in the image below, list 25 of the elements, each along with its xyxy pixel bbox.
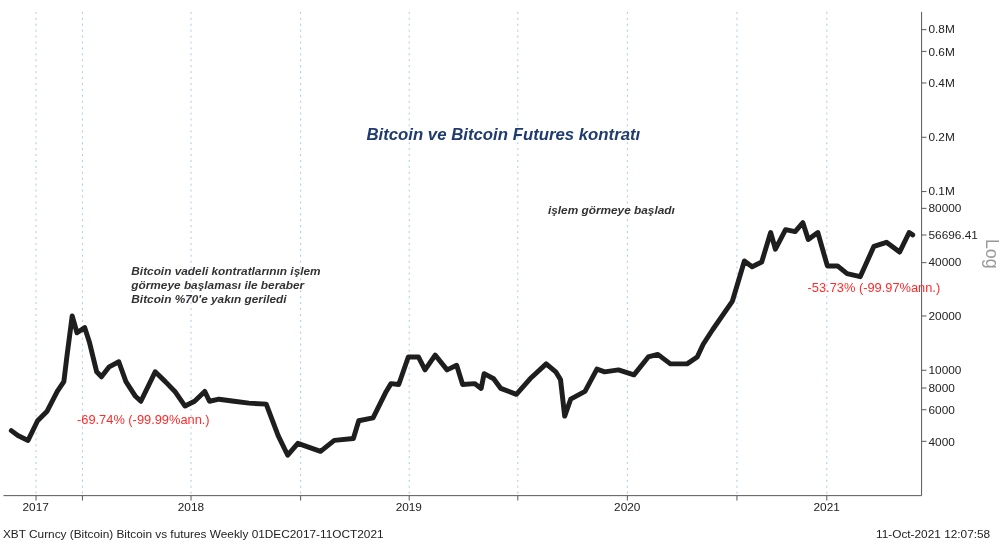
text: XBT Curncy (Bitcoin) Bitcoin vs futures Weekly 01DEC2017-11OCT2021 [2,526,384,541]
y-tick-label: 8000 [928,380,956,395]
y-tick-label: 0.1M [928,184,955,199]
text: 11-Oct-2021 12:07:58 [875,526,991,541]
annotation: Bitcoin vadeli kontratlarının işlem görmeye başlaması ile beraber Bitcoin %70'e yakın geriledi [130,263,322,306]
y-tick-label: 20000 [928,309,962,324]
annotation: -69.74% (-99.99%ann.) [77,412,210,428]
y-tick-label: 0.4M [928,76,955,91]
y-tick-label: 40000 [928,255,962,270]
y-tick-label: 6000 [928,403,956,418]
y-tick-label: 0.6M [928,44,955,59]
y-axis-title: Log [981,238,1002,269]
annotation: işlem görmeye başladı [547,202,676,217]
y-tick-label: 56696.41 [928,228,978,243]
x-tick-label: 2017 [22,500,49,515]
y-tick-label: 10000 [928,363,962,378]
y-tick-label: 80000 [928,201,962,216]
x-tick-label: 2020 [614,500,641,515]
y-tick-label: 0.2M [928,130,955,145]
text: Bitcoin ve Bitcoin Futures kontratı [366,124,641,144]
y-tick-label: 4000 [928,434,956,449]
y-tick-label: 0.8M [928,22,955,37]
x-tick-label: 2019 [395,500,423,515]
x-tick-label: 2018 [177,500,205,515]
x-tick-label: 2021 [813,500,840,515]
